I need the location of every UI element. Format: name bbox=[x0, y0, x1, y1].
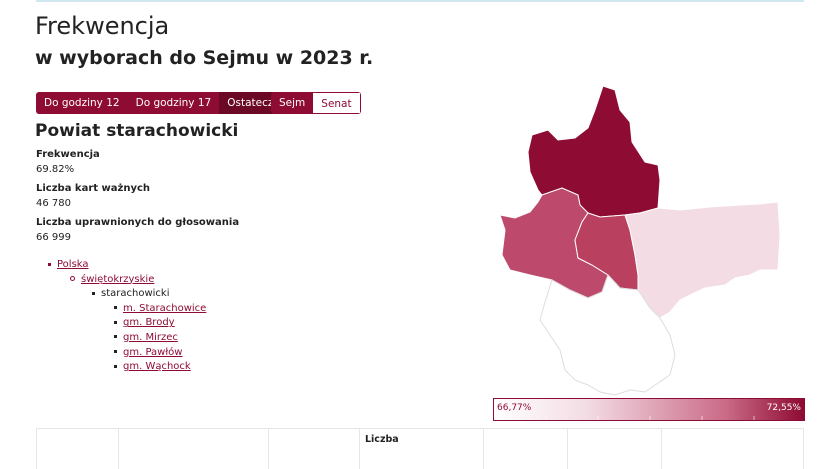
tab-sejm[interactable]: Sejm bbox=[271, 92, 314, 114]
stat-label-uprawnieni: Liczba uprawnionych do głosowania bbox=[36, 217, 240, 228]
table-header-liczba: Liczba bbox=[365, 434, 399, 445]
circle-bullet-icon bbox=[70, 276, 75, 282]
tree-item-voivodeship: świętokrzyskie bbox=[70, 273, 206, 288]
link-gm-mirzec[interactable]: gm. Mirzec bbox=[123, 331, 178, 343]
tree-item-municipality: m. Starachowice bbox=[114, 302, 206, 317]
square-bullet-icon bbox=[114, 350, 117, 354]
table-column bbox=[661, 429, 662, 469]
link-m-starachowice[interactable]: m. Starachowice bbox=[123, 302, 207, 314]
link-polska[interactable]: Polska bbox=[57, 259, 89, 270]
table-column bbox=[567, 429, 568, 469]
page-title: Frekwencja bbox=[35, 12, 170, 40]
region-name: Powiat starachowicki bbox=[35, 121, 239, 141]
stat-value-uprawnieni: 66 999 bbox=[36, 232, 71, 243]
table-column bbox=[118, 429, 119, 469]
square-bullet-icon bbox=[114, 306, 117, 310]
tree-item-municipality: gm. Pawłów bbox=[114, 346, 206, 361]
tree-item-county: starachowicki bbox=[92, 287, 206, 302]
color-scale-legend: 66,77% 72,55% bbox=[493, 398, 805, 421]
tab-do-godziny-17[interactable]: Do godziny 17 bbox=[127, 92, 220, 114]
square-bullet-icon bbox=[114, 320, 117, 324]
chamber-tab-group: Sejm Senat bbox=[271, 92, 361, 114]
link-gm-pawlow[interactable]: gm. Pawłów bbox=[123, 346, 183, 358]
square-bullet-icon bbox=[114, 364, 117, 368]
table-column bbox=[483, 429, 484, 469]
tree-item-country: Polska bbox=[48, 258, 206, 273]
results-table bbox=[36, 428, 804, 469]
map-region-brody[interactable] bbox=[624, 201, 781, 319]
table-column bbox=[36, 429, 37, 469]
bullet-icon bbox=[48, 262, 51, 266]
legend-min: 66,77% bbox=[497, 403, 532, 413]
stat-label-frekwencja: Frekwencja bbox=[36, 149, 100, 160]
table-column bbox=[803, 429, 804, 469]
stat-value-frekwencja: 69.82% bbox=[36, 164, 75, 175]
top-border bbox=[36, 0, 804, 2]
county-label: starachowicki bbox=[101, 288, 170, 300]
link-swietokrzyskie[interactable]: świętokrzyskie bbox=[81, 273, 155, 285]
tab-do-godziny-12[interactable]: Do godziny 12 bbox=[36, 92, 128, 114]
link-gm-wachock[interactable]: gm. Wąchock bbox=[123, 361, 191, 373]
tree-item-municipality: gm. Mirzec bbox=[114, 331, 206, 346]
table-column bbox=[359, 429, 360, 469]
tree-item-municipality: gm. Wąchock bbox=[114, 360, 206, 375]
county-map bbox=[499, 85, 781, 396]
table-column bbox=[268, 429, 269, 469]
legend-max: 72,55% bbox=[766, 403, 801, 413]
tab-senat[interactable]: Senat bbox=[313, 92, 361, 114]
map-region-pawlow[interactable] bbox=[539, 274, 676, 396]
page-subtitle: w wyborach do Sejmu w 2023 r. bbox=[35, 47, 374, 69]
tree-item-municipality: gm. Brody bbox=[114, 316, 206, 331]
link-gm-brody[interactable]: gm. Brody bbox=[123, 317, 175, 329]
time-tab-group: Do godziny 12 Do godziny 17 Ostateczna bbox=[36, 92, 295, 114]
square-bullet-icon bbox=[92, 291, 95, 295]
legend-ticks bbox=[545, 416, 755, 420]
breadcrumb-tree: Polska świętokrzyskie starachowicki m. S… bbox=[48, 258, 206, 375]
square-bullet-icon bbox=[114, 335, 117, 339]
stat-label-karty: Liczba kart ważnych bbox=[36, 183, 151, 194]
stat-value-karty: 46 780 bbox=[36, 198, 71, 209]
